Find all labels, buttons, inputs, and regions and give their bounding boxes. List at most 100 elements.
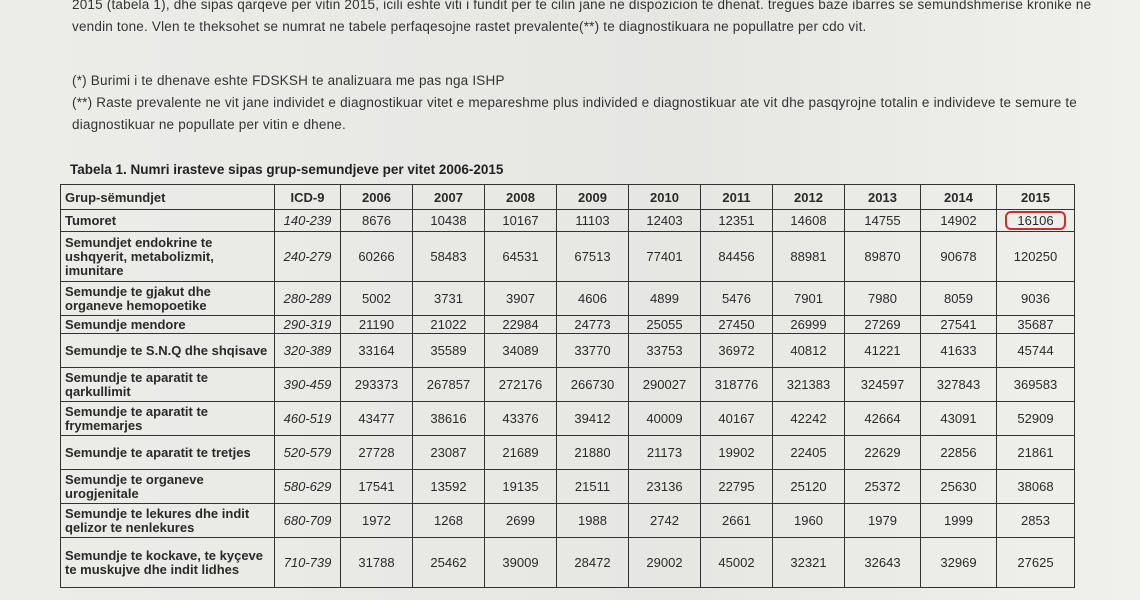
cases-cell: 21173 bbox=[628, 435, 701, 470]
cases-cell: 33753 bbox=[628, 333, 701, 368]
header-year: 2010 bbox=[628, 184, 701, 210]
cases-cell: 13592 bbox=[412, 469, 485, 504]
table-row: Semundjet endokrine te ushqyerit, metabo… bbox=[60, 231, 1075, 282]
cases-cell: 43477 bbox=[340, 401, 413, 436]
header-year: 2006 bbox=[340, 184, 413, 210]
cases-cell: 21022 bbox=[412, 315, 485, 334]
cases-cell: 88981 bbox=[772, 231, 845, 282]
header-year: 2014 bbox=[920, 184, 997, 210]
cases-cell: 2699 bbox=[484, 503, 557, 538]
cases-cell: 5002 bbox=[340, 281, 413, 316]
cases-cell: 39009 bbox=[484, 537, 557, 588]
header-icd9: ICD-9 bbox=[274, 184, 341, 210]
cases-cell: 36972 bbox=[700, 333, 773, 368]
header-year: 2015 bbox=[996, 184, 1075, 210]
prevalence-footnote: (**) Raste prevalente ne vit jane indivi… bbox=[72, 95, 1078, 132]
table-row: Semundje te gjakut dhe organeve hemopoet… bbox=[60, 281, 1075, 316]
cases-cell: 22405 bbox=[772, 435, 845, 470]
table-row: Semundje te S.N.Q dhe shqisave 320-389 331… bbox=[60, 333, 1075, 368]
disease-group-cell: Semundje te aparatit te tretjes bbox=[60, 435, 275, 470]
disease-group-cell: Semundje te aparatit te frymemarjes bbox=[60, 401, 275, 436]
cases-cell: 24773 bbox=[556, 315, 629, 334]
table-row: Semundje te aparatit te tretjes 520-579 27… bbox=[60, 435, 1075, 470]
cases-cell: 7980 bbox=[844, 281, 921, 316]
cases-cell: 2661 bbox=[700, 503, 773, 538]
header-year: 2013 bbox=[844, 184, 921, 210]
cases-cell: 21861 bbox=[996, 435, 1075, 470]
cases-cell: 27450 bbox=[700, 315, 773, 334]
cases-cell: 43376 bbox=[484, 401, 557, 436]
cases-cell: 45744 bbox=[996, 333, 1075, 368]
cases-cell: 41633 bbox=[920, 333, 997, 368]
cases-cell: 1988 bbox=[556, 503, 629, 538]
header-year: 2008 bbox=[484, 184, 557, 210]
cases-cell: 12403 bbox=[628, 209, 701, 232]
cases-cell: 26999 bbox=[772, 315, 845, 334]
cases-cell: 1268 bbox=[412, 503, 485, 538]
cases-cell: 3907 bbox=[484, 281, 557, 316]
icd9-cell: 680-709 bbox=[274, 503, 341, 538]
cases-cell: 369583 bbox=[996, 367, 1075, 402]
icd9-cell: 140-239 bbox=[274, 209, 341, 232]
cases-cell: 4606 bbox=[556, 281, 629, 316]
cases-cell: 52909 bbox=[996, 401, 1075, 436]
header-year: 2009 bbox=[556, 184, 629, 210]
cases-cell: 9036 bbox=[996, 281, 1075, 316]
cases-cell: 45002 bbox=[700, 537, 773, 588]
disease-group-cell: Semundje te gjakut dhe organeve hemopoet… bbox=[60, 281, 275, 316]
cases-cell: 1999 bbox=[920, 503, 997, 538]
table-row: Semundje te kockave, te kyçeve te muskuj… bbox=[60, 537, 1075, 588]
cases-cell: 22856 bbox=[920, 435, 997, 470]
cases-cell: 17541 bbox=[340, 469, 413, 504]
intro-paragraph: 2015 (tabela 1), dhe sipas qarqeve per v… bbox=[72, 0, 1092, 34]
table-body: Tumoret 140-239 8676 10438 10167 11103 12403 12… bbox=[60, 209, 1075, 588]
table-row: Semundje mendore 290-319 21190 21022 22984 24… bbox=[60, 315, 1075, 334]
cases-cell: 14902 bbox=[920, 209, 997, 232]
cases-cell: 19902 bbox=[700, 435, 773, 470]
disease-group-cell: Tumoret bbox=[60, 209, 275, 232]
cases-cell: 11103 bbox=[556, 209, 629, 232]
cases-cell: 25055 bbox=[628, 315, 701, 334]
cases-cell: 5476 bbox=[700, 281, 773, 316]
cases-cell: 21880 bbox=[556, 435, 629, 470]
cases-cell: 22629 bbox=[844, 435, 921, 470]
cases-cell: 29002 bbox=[628, 537, 701, 588]
cases-cell: 27625 bbox=[996, 537, 1075, 588]
cases-cell: 120250 bbox=[996, 231, 1075, 282]
cases-cell: 35589 bbox=[412, 333, 485, 368]
cases-cell: 77401 bbox=[628, 231, 701, 282]
table-title: Tabela 1. Numri irasteve sipas grup-semu… bbox=[70, 162, 504, 177]
cases-cell: 321383 bbox=[772, 367, 845, 402]
header-year: 2012 bbox=[772, 184, 845, 210]
cases-cell: 1960 bbox=[772, 503, 845, 538]
cases-cell: 84456 bbox=[700, 231, 773, 282]
cases-cell: 1979 bbox=[844, 503, 921, 538]
cases-cell: 2853 bbox=[996, 503, 1075, 538]
highlighted-value: 16106 bbox=[1005, 211, 1066, 230]
cases-cell: 90678 bbox=[920, 231, 997, 282]
cases-cell: 25120 bbox=[772, 469, 845, 504]
cases-cell: 318776 bbox=[700, 367, 773, 402]
cases-cell: 21190 bbox=[340, 315, 413, 334]
cases-cell: 38068 bbox=[996, 469, 1075, 504]
cases-cell: 27269 bbox=[844, 315, 921, 334]
cases-cell: 8676 bbox=[340, 209, 413, 232]
cases-cell: 60266 bbox=[340, 231, 413, 282]
cases-cell: 34089 bbox=[484, 333, 557, 368]
disease-group-cell: Semundje te lekures dhe indit qelizor te… bbox=[60, 503, 275, 538]
cases-cell: 41221 bbox=[844, 333, 921, 368]
table-row: Semundje te aparatit te qarkullimit 390-4… bbox=[60, 367, 1075, 402]
cases-cell: 40167 bbox=[700, 401, 773, 436]
cases-cell: 67513 bbox=[556, 231, 629, 282]
cases-cell: 42664 bbox=[844, 401, 921, 436]
icd9-cell: 290-319 bbox=[274, 315, 341, 334]
cases-cell: 267857 bbox=[412, 367, 485, 402]
icd9-cell: 390-459 bbox=[274, 367, 341, 402]
icd9-cell: 520-579 bbox=[274, 435, 341, 470]
icd9-cell: 460-519 bbox=[274, 401, 341, 436]
cases-cell: 290027 bbox=[628, 367, 701, 402]
cases-cell: 14755 bbox=[844, 209, 921, 232]
cases-cell: 32321 bbox=[772, 537, 845, 588]
cases-cell: 42242 bbox=[772, 401, 845, 436]
disease-table: Grup-sëmundjet ICD-9 2006 2007 2008 2009 2010 2… bbox=[60, 184, 1075, 588]
